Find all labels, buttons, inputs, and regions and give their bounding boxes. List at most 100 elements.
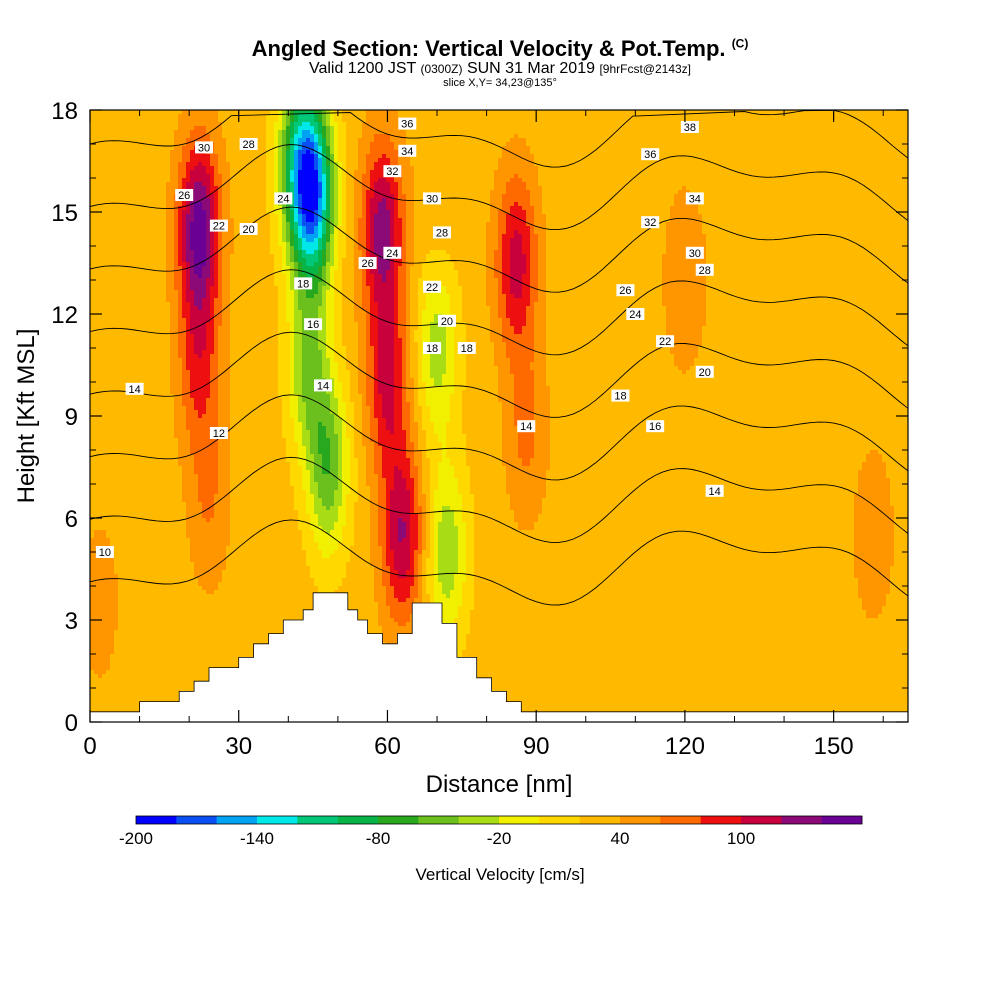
contour-label-box <box>239 138 258 150</box>
contour-label: 32 <box>644 217 656 229</box>
contour-label-box <box>611 389 630 402</box>
contour-label-box <box>695 365 714 378</box>
y-tick-label: 12 <box>51 302 78 329</box>
slice-info: slice X,Y= 34,23@135° <box>0 77 1000 89</box>
contour-label: 28 <box>699 265 711 277</box>
contour-label: 30 <box>198 142 210 154</box>
contour-label-box <box>239 223 258 235</box>
contour-label-box <box>656 335 675 348</box>
x-tick-label: 0 <box>83 733 96 760</box>
contour-label: 14 <box>520 421 532 433</box>
contour-label-box <box>641 148 660 161</box>
contour-label: 26 <box>619 285 631 297</box>
x-tick-label: 90 <box>523 733 550 760</box>
isotherm-22 <box>89 144 909 231</box>
contour-label: 14 <box>128 384 140 396</box>
colorbar-swatch <box>418 816 459 824</box>
chart-subtitle: Valid 1200 JST (0300Z) SUN 31 Mar 2019 [… <box>0 60 1000 78</box>
contour-label-box <box>209 427 228 439</box>
colorbar-tick-label: 40 <box>611 829 630 848</box>
subtitle-date: SUN 31 Mar 2019 <box>467 60 595 77</box>
subtitle-valid: Valid 1200 JST <box>309 60 416 77</box>
colorbar-swatch <box>741 816 782 824</box>
colorbar-frame <box>135 815 863 825</box>
contour-label: 18 <box>426 343 438 355</box>
contour-label: 22 <box>213 221 225 233</box>
contour-label-box <box>685 192 704 205</box>
contour-label-box <box>517 420 536 433</box>
y-tick-label: 6 <box>65 506 78 533</box>
contour-label: 18 <box>461 343 473 355</box>
colorbar-swatch <box>499 816 540 824</box>
isotherm-12 <box>89 456 909 543</box>
contour-label: 34 <box>689 193 701 205</box>
terrain <box>89 592 909 723</box>
contour-label: 24 <box>629 309 641 321</box>
contour-label-box <box>437 314 456 327</box>
contour-label: 12 <box>213 428 225 440</box>
contour-label: 30 <box>689 248 701 260</box>
contour-label: 32 <box>386 166 398 178</box>
contour-label-box <box>304 318 323 331</box>
colorbar-swatch <box>136 816 177 824</box>
contour-label-box <box>398 144 417 157</box>
contour-label-box <box>95 546 114 558</box>
contour-label-box <box>383 165 402 178</box>
contour-label: 20 <box>441 316 453 328</box>
y-tick-label: 3 <box>65 608 78 635</box>
x-tick-label: 30 <box>225 733 252 760</box>
contour-label-box <box>641 216 660 229</box>
subtitle-utc: (0300Z) <box>420 62 462 76</box>
contour-label: 34 <box>401 146 413 158</box>
colorbar-tick-label: -140 <box>240 829 274 848</box>
colorbar-tick-label: 100 <box>727 829 755 848</box>
contour-label-box <box>626 308 645 320</box>
contour-label: 14 <box>709 486 721 498</box>
contour-label-box <box>646 420 665 433</box>
contour-label-box <box>423 342 442 354</box>
subtitle-forecast: [9hrFcst@2143z] <box>599 62 691 76</box>
contour-label-box <box>383 246 402 259</box>
isotherm-18 <box>89 269 909 356</box>
contour-label-box <box>680 121 699 133</box>
contour-label-box <box>209 219 228 232</box>
contour-label: 36 <box>401 119 413 131</box>
contour-label-box <box>314 379 333 392</box>
y-axis-label: Height [Kft MSL] <box>13 329 40 504</box>
contour-label: 30 <box>426 193 438 205</box>
contour-label-box <box>274 192 293 205</box>
colorbar-swatch <box>458 816 500 824</box>
colorbar-swatch <box>378 816 419 824</box>
contour-label: 26 <box>361 258 373 270</box>
contour-label-box <box>175 189 194 201</box>
contour-label-box <box>358 257 377 269</box>
contour-label: 22 <box>659 336 671 348</box>
contour-label-box <box>423 280 442 293</box>
contour-label: 14 <box>317 380 329 392</box>
y-tick-label: 18 <box>51 98 78 125</box>
y-tick-label: 9 <box>65 404 78 431</box>
colorbar-swatch <box>297 816 338 824</box>
contour-label-box <box>125 382 144 395</box>
y-tick-label: 15 <box>51 200 78 227</box>
theta-isolines <box>89 109 909 606</box>
colorbar-tick-label: -80 <box>366 829 391 848</box>
colorbar-swatch <box>176 816 217 824</box>
contour-label: 10 <box>99 547 111 559</box>
isotherm-24 <box>89 109 909 168</box>
y-tick-label: 0 <box>65 710 78 737</box>
colorbar: -200 -140 -80 -20 40 100 Vertical Velocity [cm… <box>119 815 863 884</box>
contour-label-box <box>195 141 214 154</box>
isotherm-16 <box>89 331 909 418</box>
contour-label: 24 <box>277 193 289 205</box>
colorbar-swatch <box>257 816 298 824</box>
isotherm-10 <box>89 519 909 606</box>
x-tick-label: 120 <box>665 733 705 760</box>
colorbar-swatch <box>821 816 863 824</box>
contour-label: 20 <box>699 367 711 379</box>
colorbar-swatch <box>539 816 580 824</box>
contour-label: 16 <box>649 421 661 433</box>
contour-label: 20 <box>243 224 255 236</box>
